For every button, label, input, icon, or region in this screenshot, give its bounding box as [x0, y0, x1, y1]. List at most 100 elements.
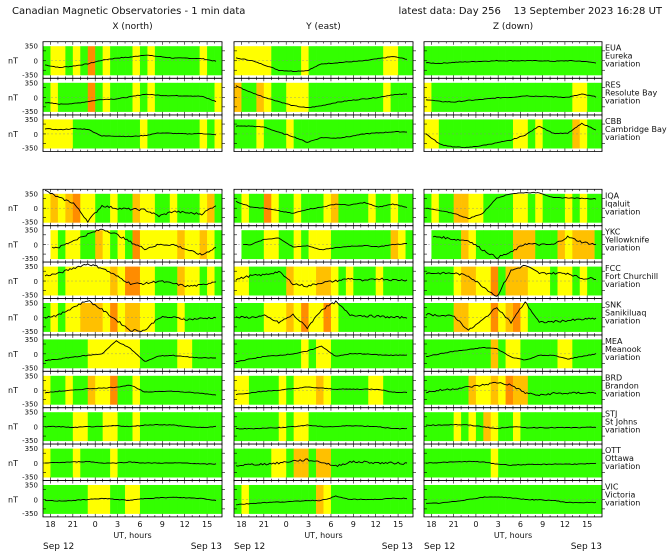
activity-block [214, 375, 223, 405]
activity-block [110, 375, 118, 405]
activity-block [301, 230, 309, 260]
activity-block [594, 375, 603, 405]
activity-block [345, 266, 354, 296]
y-unit-label: nT [8, 204, 18, 213]
x-tick-label: 21 [68, 520, 78, 529]
activity-block [241, 412, 250, 442]
activity-block [579, 375, 588, 405]
activity-block [424, 485, 432, 514]
trace-iqa-y [235, 200, 408, 214]
activity-block [214, 303, 223, 332]
activity-block [110, 46, 118, 76]
activity-block [248, 375, 257, 405]
panel-eua-y [233, 41, 416, 79]
activity-block [483, 375, 492, 405]
chart-title: Canadian Magnetic Observatories - 1 min … [12, 6, 245, 17]
activity-block [117, 82, 126, 112]
activity-block [117, 119, 126, 149]
activity-block [117, 266, 126, 296]
y-tick-label: 0 [34, 387, 38, 395]
activity-block [256, 266, 265, 296]
activity-block [65, 82, 74, 112]
panel-cbb-z [423, 114, 605, 152]
activity-block [256, 339, 265, 369]
activity-block [248, 230, 257, 260]
activity-block [117, 46, 126, 76]
activity-block [579, 82, 588, 112]
activity-block [110, 230, 118, 260]
trace-snk-x [44, 300, 217, 332]
activity-block [424, 412, 432, 442]
activity-block [405, 485, 414, 514]
activity-block [110, 303, 118, 332]
panel-stj-x [42, 407, 225, 445]
activity-block [475, 119, 484, 149]
date-start-label: Sep 12 [234, 542, 265, 551]
activity-block [405, 82, 414, 112]
activity-block [353, 46, 362, 76]
panel-cbb-x [42, 114, 225, 152]
activity-block [234, 266, 242, 296]
activity-block [438, 82, 447, 112]
activity-block [177, 266, 186, 296]
activity-block [177, 193, 186, 223]
activity-block [293, 339, 302, 369]
activity-block [587, 230, 595, 260]
activity-block [483, 303, 492, 332]
activity-block [50, 339, 59, 369]
activity-block [527, 119, 536, 149]
activity-block [162, 46, 171, 76]
y-tick-label: 0 [34, 460, 38, 468]
panel-snk-y [233, 298, 416, 336]
activity-block [43, 46, 51, 76]
activity-block [256, 485, 265, 514]
activity-block [431, 339, 440, 369]
activity-block [490, 266, 499, 296]
activity-block [177, 412, 186, 442]
activity-block [308, 485, 317, 514]
activity-block [162, 119, 171, 149]
activity-block [308, 193, 317, 223]
activity-block [475, 339, 484, 369]
activity-block [102, 82, 111, 112]
date-end-label: Sep 13 [571, 542, 602, 551]
trace-mea-y [235, 345, 408, 362]
activity-block [579, 448, 588, 478]
trace-vic-x [44, 496, 217, 502]
station-name: St Johns [605, 418, 637, 427]
activity-block [293, 375, 302, 405]
activity-block [65, 485, 74, 514]
activity-block [446, 82, 454, 112]
y-tick-label: -350 [22, 145, 38, 153]
activity-block [475, 485, 484, 514]
activity-block [65, 339, 74, 369]
activity-block [431, 82, 440, 112]
activity-block [256, 46, 265, 76]
activity-block [162, 266, 171, 296]
y-unit-label: nT [8, 423, 18, 432]
y-unit-label: nT [8, 57, 18, 66]
panel-eua-z [423, 41, 605, 79]
activity-block [345, 448, 354, 478]
y-tick-label: 0 [34, 424, 38, 432]
station-variation-label: variation [605, 499, 640, 508]
activity-block [162, 375, 171, 405]
activity-block [579, 339, 588, 369]
activity-block [234, 82, 242, 112]
activity-block [535, 119, 543, 149]
activity-block [207, 375, 215, 405]
activity-block [368, 119, 377, 149]
activity-block [542, 266, 551, 296]
panel-mea-y [233, 334, 416, 372]
x-tick-label: 9 [540, 520, 545, 529]
trace-fcc-y [235, 270, 408, 288]
activity-block [248, 82, 257, 112]
activity-block [587, 375, 595, 405]
activity-block [214, 266, 223, 296]
panel-ykc-z [423, 225, 605, 263]
activity-block [177, 46, 186, 76]
activity-block [241, 485, 250, 514]
y-tick-label: 350 [25, 227, 38, 235]
activity-block [177, 485, 186, 514]
y-tick-label: 0 [34, 94, 38, 102]
